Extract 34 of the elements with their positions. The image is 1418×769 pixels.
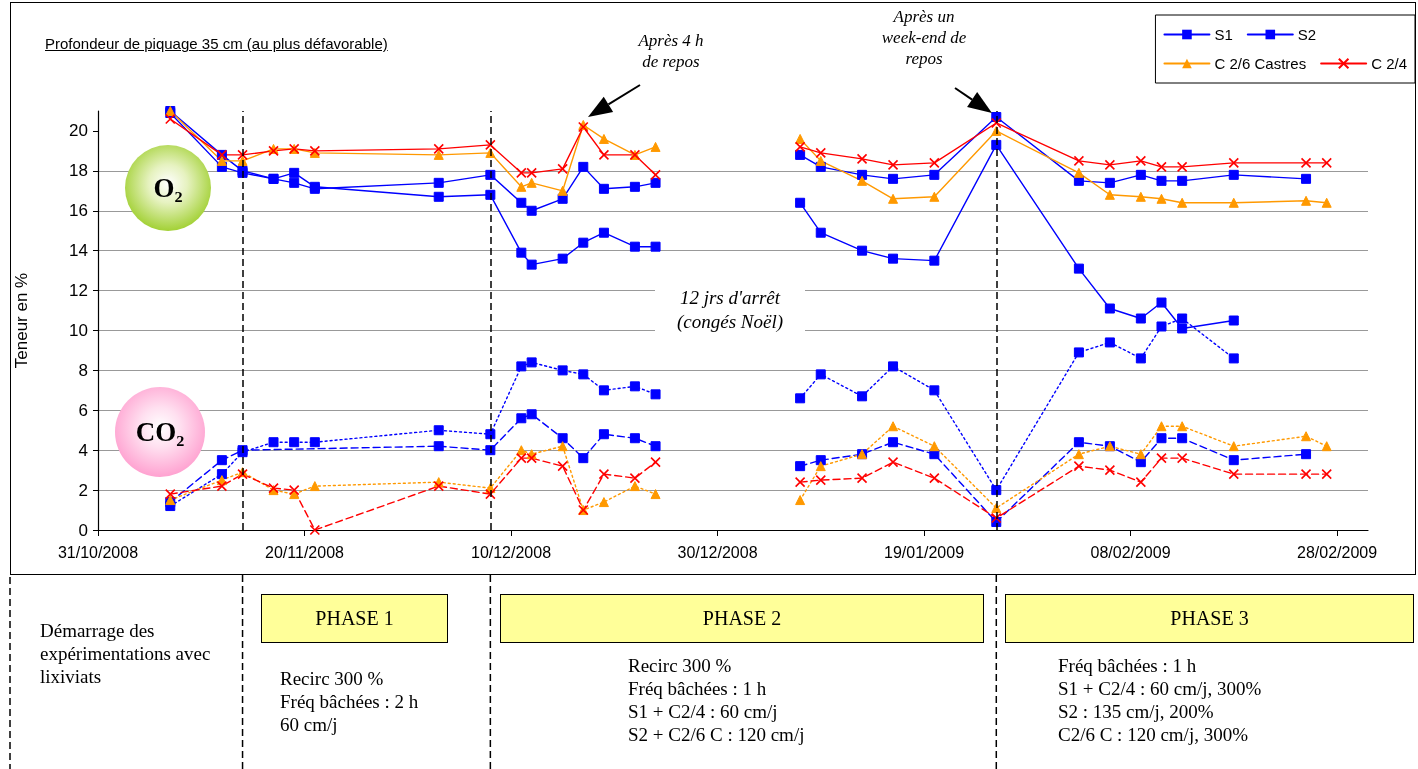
y-tick-label: 16 [69,201,88,221]
text: Après 4 h de repos [636,30,705,72]
annotation: 12 jrs d'arrêt (congés Noël) [655,286,805,334]
x-tick-label: 31/10/2008 [57,543,139,561]
y-tick-label: 6 [78,400,88,420]
legend-label: C 2/6 Castres [1214,55,1307,72]
text: PHASE 1 [261,594,448,643]
text: Recirc 300 % Fréq bâchées : 1 h S1 + C2/4 : 60 cm/j S2 + C2/6 C : 120 cm/j [628,654,806,746]
y-tick-label: 12 [69,281,88,301]
legend-label: C 2/4 [1371,55,1408,72]
y-tick-label: 2 [78,480,88,500]
x-tick-label: 10/12/2008 [470,543,552,561]
y-tick-label: 20 [69,121,88,141]
text: Après un week-end de repos [880,6,968,69]
text: PHASE 3 [1005,594,1414,643]
text: PHASE 2 [500,594,984,643]
y-tick-label: 10 [69,320,88,340]
y-axis-title: Teneur en % [12,272,31,369]
legend-label: S1 [1214,26,1233,43]
x-tick-label: 28/02/2009 [1296,543,1378,561]
x-tick-label: 30/12/2008 [677,543,758,561]
text: Recirc 300 % Fréq bâchées : 2 h 60 cm/j [280,667,420,736]
x-tick-label: 19/01/2009 [883,543,965,561]
y-tick-label: 14 [69,241,88,261]
text: Fréq bâchées : 1 h S1 + C2/4 : 60 cm/j, 300% S2 : 135 cm/j, 200% C2/6 C : 120 cm/j, 300% [1058,654,1263,746]
y-tick-label: 18 [69,161,88,181]
y-tick-label: 0 [78,520,88,540]
x-tick-label: 08/02/2009 [1090,543,1171,561]
x-tick-label: 20/11/2008 [265,543,345,561]
text: Profondeur de piquage 35 cm (au plus défavorable) [45,35,388,52]
legend-label: S2 [1297,26,1317,43]
y-tick-label: 8 [78,360,88,380]
text: Démarrage des expérimentations avec lixiviats [40,619,212,688]
y-tick-label: 4 [78,440,88,460]
